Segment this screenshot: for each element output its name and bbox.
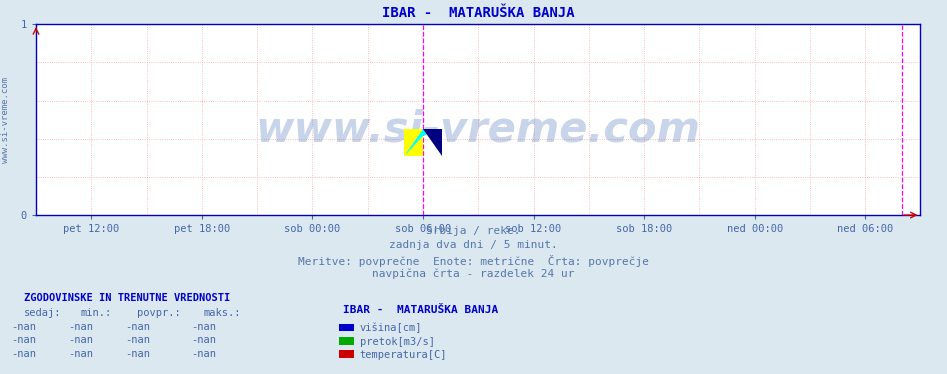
Text: Meritve: povprečne  Enote: metrične  Črta: povprečje: Meritve: povprečne Enote: metrične Črta:…: [298, 255, 649, 267]
Text: -nan: -nan: [191, 349, 216, 359]
Text: -nan: -nan: [11, 335, 36, 345]
Text: temperatura[C]: temperatura[C]: [360, 350, 447, 360]
Text: -nan: -nan: [11, 349, 36, 359]
Title: IBAR -  MATARUŠKA BANJA: IBAR - MATARUŠKA BANJA: [382, 6, 575, 20]
Text: -nan: -nan: [68, 322, 93, 332]
Text: IBAR -  MATARUŠKA BANJA: IBAR - MATARUŠKA BANJA: [343, 306, 498, 315]
Text: -nan: -nan: [191, 335, 216, 345]
Polygon shape: [404, 129, 441, 156]
Text: -nan: -nan: [68, 349, 93, 359]
Text: zadnja dva dni / 5 minut.: zadnja dva dni / 5 minut.: [389, 240, 558, 251]
Text: www.si-vreme.com: www.si-vreme.com: [256, 108, 701, 150]
Text: višina[cm]: višina[cm]: [360, 323, 422, 334]
Text: pretok[m3/s]: pretok[m3/s]: [360, 337, 435, 347]
Text: povpr.:: povpr.:: [137, 308, 181, 318]
Text: min.:: min.:: [80, 308, 112, 318]
Text: sedaj:: sedaj:: [24, 308, 62, 318]
Text: -nan: -nan: [125, 335, 150, 345]
Text: ZGODOVINSKE IN TRENUTNE VREDNOSTI: ZGODOVINSKE IN TRENUTNE VREDNOSTI: [24, 293, 230, 303]
Text: -nan: -nan: [125, 349, 150, 359]
Polygon shape: [404, 129, 423, 156]
Text: navpična črta - razdelek 24 ur: navpična črta - razdelek 24 ur: [372, 269, 575, 279]
Text: Srbija / reke.: Srbija / reke.: [426, 226, 521, 236]
Text: -nan: -nan: [191, 322, 216, 332]
Text: www.si-vreme.com: www.si-vreme.com: [1, 77, 10, 163]
Text: maks.:: maks.:: [204, 308, 241, 318]
Text: -nan: -nan: [125, 322, 150, 332]
Text: -nan: -nan: [11, 322, 36, 332]
Text: -nan: -nan: [68, 335, 93, 345]
Polygon shape: [423, 129, 441, 156]
